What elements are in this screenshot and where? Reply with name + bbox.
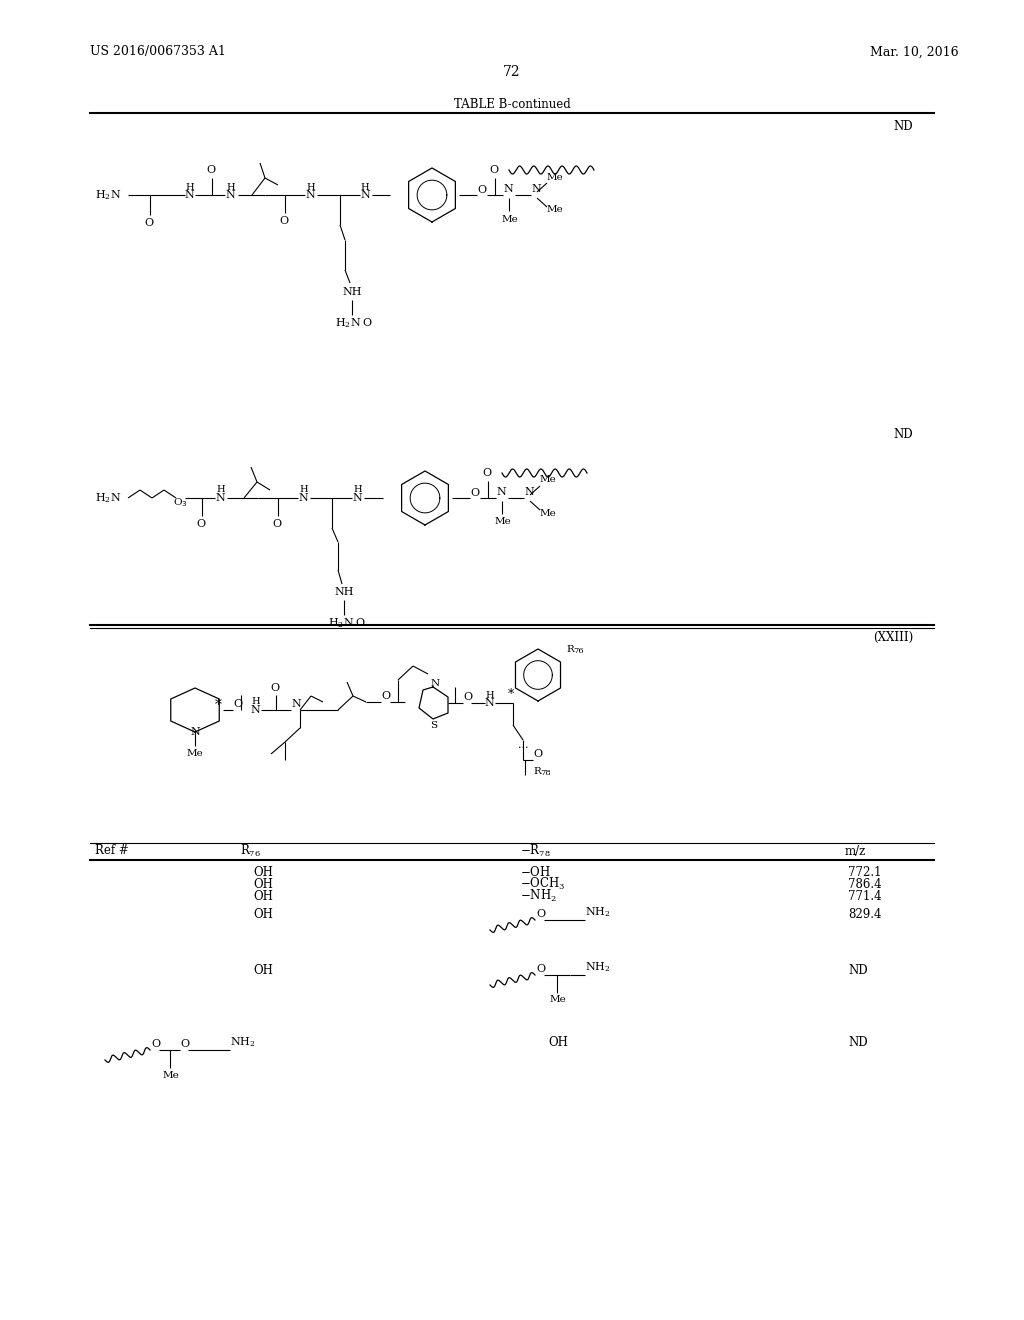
Text: ND: ND bbox=[848, 1035, 867, 1048]
Text: Me: Me bbox=[547, 173, 564, 181]
Text: ND: ND bbox=[848, 964, 867, 977]
Text: m/z: m/z bbox=[845, 845, 866, 858]
Text: 78: 78 bbox=[540, 770, 551, 777]
Text: O: O bbox=[206, 165, 215, 176]
Text: OH: OH bbox=[253, 908, 272, 921]
Text: O: O bbox=[355, 618, 365, 628]
Text: Me: Me bbox=[187, 748, 204, 758]
Text: 72: 72 bbox=[503, 65, 521, 79]
Text: O: O bbox=[381, 690, 390, 701]
Text: 772.1: 772.1 bbox=[848, 866, 882, 879]
Text: O: O bbox=[279, 216, 288, 226]
Text: N: N bbox=[484, 698, 494, 708]
Text: H: H bbox=[306, 183, 314, 193]
Text: N: N bbox=[225, 190, 234, 201]
Text: O: O bbox=[270, 682, 280, 693]
Text: $\mathregular{-R_{78}}$: $\mathregular{-R_{78}}$ bbox=[520, 843, 551, 859]
Text: NH: NH bbox=[342, 286, 361, 297]
Text: $\mathregular{H_2N}$: $\mathregular{H_2N}$ bbox=[328, 616, 354, 630]
Text: OH: OH bbox=[548, 1035, 568, 1048]
Text: N: N bbox=[298, 492, 308, 503]
Text: 829.4: 829.4 bbox=[848, 908, 882, 921]
Text: O: O bbox=[362, 318, 371, 327]
Text: $\mathregular{-}$NH$\mathregular{_2}$: $\mathregular{-}$NH$\mathregular{_2}$ bbox=[520, 888, 557, 904]
Text: Ref #: Ref # bbox=[95, 845, 129, 858]
Text: 771.4: 771.4 bbox=[848, 890, 882, 903]
Text: *: * bbox=[215, 698, 222, 711]
Text: N: N bbox=[184, 190, 194, 201]
Text: $\mathregular{H_2N}$: $\mathregular{H_2N}$ bbox=[95, 187, 121, 202]
Text: Me: Me bbox=[547, 206, 564, 214]
Text: H: H bbox=[353, 486, 361, 495]
Text: O: O bbox=[534, 748, 542, 759]
Text: TABLE B-continued: TABLE B-continued bbox=[454, 98, 570, 111]
Text: R: R bbox=[534, 767, 541, 776]
Text: OH: OH bbox=[253, 878, 272, 891]
Text: H: H bbox=[185, 183, 194, 193]
Text: O: O bbox=[463, 692, 472, 702]
Text: $\mathregular{NH_2}$: $\mathregular{NH_2}$ bbox=[230, 1035, 256, 1049]
Text: O: O bbox=[489, 165, 498, 176]
Text: ND: ND bbox=[893, 120, 912, 132]
Text: $\mathregular{R_{76}}$: $\mathregular{R_{76}}$ bbox=[240, 843, 261, 859]
Text: Me: Me bbox=[550, 995, 566, 1005]
Text: O: O bbox=[482, 469, 492, 478]
Text: OH: OH bbox=[253, 964, 272, 977]
Text: $\mathregular{NH_2}$: $\mathregular{NH_2}$ bbox=[585, 960, 610, 974]
Text: Me: Me bbox=[495, 517, 512, 527]
Text: H: H bbox=[485, 690, 494, 700]
Text: 786.4: 786.4 bbox=[848, 878, 882, 891]
Text: H: H bbox=[251, 697, 260, 706]
Text: O: O bbox=[477, 185, 486, 195]
Text: $\mathregular{NH_2}$: $\mathregular{NH_2}$ bbox=[585, 906, 610, 919]
Text: O: O bbox=[536, 964, 545, 974]
Text: $\mathregular{-}$OCH$\mathregular{_3}$: $\mathregular{-}$OCH$\mathregular{_3}$ bbox=[520, 876, 565, 892]
Text: (XXIII): (XXIII) bbox=[873, 631, 913, 644]
Text: O: O bbox=[536, 909, 545, 919]
Text: N: N bbox=[291, 700, 301, 709]
Text: $\mathregular{H_2N}$: $\mathregular{H_2N}$ bbox=[95, 491, 121, 504]
Text: US 2016/0067353 A1: US 2016/0067353 A1 bbox=[90, 45, 226, 58]
Text: N: N bbox=[190, 727, 200, 737]
Text: Me: Me bbox=[540, 475, 557, 484]
Text: H: H bbox=[360, 183, 369, 193]
Text: O: O bbox=[151, 1039, 160, 1049]
Text: N: N bbox=[531, 183, 541, 194]
Text: N: N bbox=[503, 183, 513, 194]
Text: Me: Me bbox=[163, 1071, 180, 1080]
Text: N: N bbox=[360, 190, 370, 201]
Text: ...: ... bbox=[518, 741, 528, 750]
Text: N: N bbox=[215, 492, 224, 503]
Text: H: H bbox=[299, 486, 307, 495]
Text: N: N bbox=[524, 487, 534, 498]
Text: $\mathregular{-}$OH: $\mathregular{-}$OH bbox=[520, 865, 551, 879]
Text: Mar. 10, 2016: Mar. 10, 2016 bbox=[870, 45, 958, 58]
Text: O: O bbox=[470, 488, 479, 498]
Text: $\mathregular{H_2N}$: $\mathregular{H_2N}$ bbox=[335, 315, 361, 330]
Text: S: S bbox=[430, 721, 437, 730]
Text: O: O bbox=[196, 519, 205, 529]
Text: N: N bbox=[496, 487, 506, 498]
Text: O: O bbox=[144, 218, 154, 228]
Text: OH: OH bbox=[253, 866, 272, 879]
Text: O: O bbox=[180, 1039, 189, 1049]
Text: Me: Me bbox=[502, 214, 519, 223]
Text: *: * bbox=[508, 689, 514, 701]
Text: O: O bbox=[272, 519, 282, 529]
Text: ND: ND bbox=[893, 429, 912, 441]
Text: O: O bbox=[233, 700, 242, 709]
Text: R: R bbox=[566, 644, 573, 653]
Text: $\mathregular{O}_3$: $\mathregular{O}_3$ bbox=[173, 496, 187, 510]
Text: N: N bbox=[250, 705, 260, 715]
Text: NH: NH bbox=[334, 587, 353, 597]
Text: N: N bbox=[431, 678, 440, 688]
Text: H: H bbox=[226, 183, 234, 193]
Text: OH: OH bbox=[253, 890, 272, 903]
Text: H: H bbox=[216, 486, 224, 495]
Text: 76: 76 bbox=[573, 647, 584, 655]
Text: N: N bbox=[305, 190, 314, 201]
Text: Me: Me bbox=[540, 508, 557, 517]
Text: N: N bbox=[352, 492, 361, 503]
